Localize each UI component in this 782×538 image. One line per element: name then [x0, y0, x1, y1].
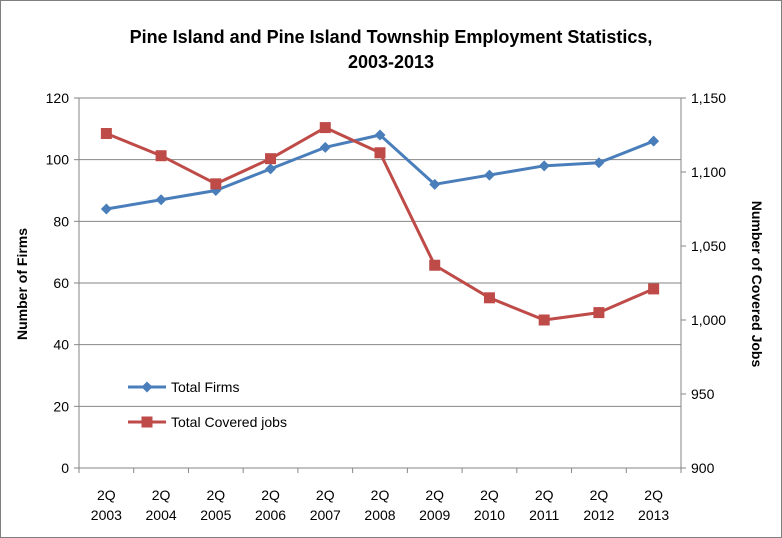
x-tick-label: 2012	[583, 507, 614, 523]
x-tick-label: 2008	[364, 507, 395, 523]
x-tick-label: 2Q	[590, 487, 609, 503]
left-tick-label: 100	[46, 152, 70, 168]
data-point	[429, 259, 441, 271]
left-tick-label: 40	[53, 337, 69, 353]
right-tick-label: 1,000	[691, 312, 726, 328]
x-tick-label: 2Q	[535, 487, 554, 503]
data-point	[319, 141, 331, 153]
left-tick-label: 120	[46, 90, 70, 106]
x-tick-label: 2005	[200, 507, 231, 523]
chart-title-line2: 2003-2013	[348, 52, 434, 72]
right-tick-label: 900	[691, 460, 715, 476]
x-tick-label: 2Q	[425, 487, 444, 503]
data-point	[265, 163, 277, 175]
right-axis-title: Number of Covered Jobs	[749, 201, 765, 368]
left-tick-label: 80	[53, 213, 69, 229]
x-tick-label: 2004	[146, 507, 177, 523]
data-point	[483, 292, 495, 304]
x-tick-label: 2Q	[644, 487, 663, 503]
data-point	[155, 194, 167, 206]
data-point	[265, 153, 277, 165]
gridlines	[79, 97, 681, 407]
right-tick-label: 950	[691, 386, 715, 402]
x-tick-label: 2013	[638, 507, 669, 523]
left-tick-label: 60	[53, 275, 69, 291]
x-tick-label: 2Q	[97, 487, 116, 503]
x-tick-label: 2Q	[152, 487, 171, 503]
legend-entry: Total Covered jobs	[128, 414, 287, 430]
x-tick-label: 2011	[529, 507, 559, 523]
data-point	[648, 135, 660, 147]
x-axis-ticks: 2Q 2003 2Q 2004 2Q 2005 2Q 2006 2Q 2007 2Q 2008 2Q 20…	[78, 468, 682, 523]
data-point	[538, 160, 550, 172]
legend-marker	[141, 381, 153, 393]
x-tick-label: 2Q	[371, 487, 390, 503]
x-tick-label: 2Q	[480, 487, 499, 503]
data-point	[100, 203, 112, 215]
series-2	[100, 122, 660, 326]
data-point	[100, 128, 112, 140]
right-tick-label: 1,150	[691, 90, 726, 106]
x-tick-label: 2007	[310, 507, 341, 523]
x-tick-label: 2Q	[261, 487, 280, 503]
data-point	[593, 157, 605, 169]
data-point	[538, 314, 550, 326]
left-axis-ticks: 0 20 40 60 80 100 120	[46, 90, 79, 476]
data-point	[155, 150, 167, 162]
data-point	[483, 169, 495, 181]
series-1	[100, 129, 660, 215]
left-tick-label: 0	[61, 460, 69, 476]
x-tick-label: 2009	[419, 507, 450, 523]
x-tick-label: 2010	[474, 507, 505, 523]
chart-title: Pine Island and Pine Island Township Emp…	[130, 27, 653, 47]
right-axis-ticks: 900 950 1,000 1,050 1,100 1,150	[681, 90, 726, 476]
x-tick-label: 2Q	[206, 487, 225, 503]
x-tick-label: 2006	[255, 507, 286, 523]
legend-label: Total Firms	[171, 379, 239, 395]
x-tick-label: 2Q	[316, 487, 335, 503]
data-point	[648, 283, 660, 295]
legend-entry: Total Firms	[128, 379, 239, 395]
left-tick-label: 20	[53, 398, 69, 414]
legend: Total Firms Total Covered jobs	[128, 379, 287, 430]
series-line	[106, 133, 655, 211]
data-point	[319, 122, 331, 134]
data-point	[374, 129, 386, 141]
x-tick-label: 2003	[91, 507, 122, 523]
data-point	[593, 307, 605, 319]
series-layer	[100, 122, 660, 326]
legend-marker	[141, 416, 153, 428]
data-point	[210, 178, 222, 190]
legend-label: Total Covered jobs	[171, 414, 287, 430]
right-tick-label: 1,050	[691, 238, 726, 254]
right-tick-label: 1,100	[691, 164, 726, 180]
data-point	[429, 178, 441, 190]
data-point	[374, 147, 386, 159]
left-axis-title: Number of Firms	[14, 228, 30, 340]
